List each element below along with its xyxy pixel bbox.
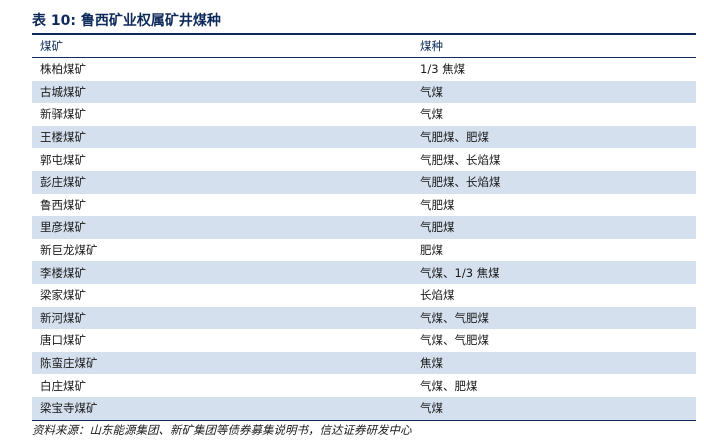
- cell-mine: 梁家煤矿: [40, 288, 86, 303]
- table-row: 李楼煤矿 气煤、1/3 焦煤: [32, 261, 696, 284]
- table-row: 梁宝寺煤矿 气煤: [32, 396, 696, 421]
- cell-mine: 新河煤矿: [40, 310, 86, 325]
- header-mine: 煤矿: [40, 39, 63, 53]
- cell-mine: 鲁西煤矿: [40, 197, 86, 212]
- cell-coal-type: 肥煤: [420, 243, 443, 258]
- table-row: 王楼煤矿 气肥煤、肥煤: [32, 125, 696, 149]
- cell-coal-type: 气煤: [420, 84, 443, 99]
- cell-mine: 株柏煤矿: [40, 62, 86, 77]
- header-coal-type: 煤种: [420, 39, 443, 53]
- table-row: 新驿煤矿 气煤: [32, 103, 696, 126]
- cell-coal-type: 气肥煤、长焰煤: [420, 175, 501, 190]
- table-row: 梁家煤矿 长焰煤: [32, 284, 696, 307]
- cell-mine: 古城煤矿: [40, 84, 86, 99]
- table-row: 陈蛮庄煤矿 焦煤: [32, 351, 696, 375]
- cell-mine: 唐口煤矿: [40, 333, 86, 348]
- cell-coal-type: 气煤: [420, 107, 443, 122]
- table-row: 白庄煤矿 气煤、肥煤: [32, 374, 696, 397]
- table-row: 鲁西煤矿 气肥煤: [32, 194, 696, 217]
- table-row: 古城煤矿 气煤: [32, 80, 696, 104]
- table-row: 株柏煤矿 1/3 焦煤: [32, 58, 696, 81]
- cell-coal-type: 气煤: [420, 401, 443, 416]
- cell-mine: 梁宝寺煤矿: [40, 401, 98, 416]
- table-row: 郭屯煤矿 气肥煤、长焰煤: [32, 148, 696, 171]
- cell-coal-type: 1/3 焦煤: [420, 62, 466, 77]
- cell-coal-type: 气肥煤、肥煤: [420, 130, 489, 145]
- cell-mine: 新驿煤矿: [40, 107, 86, 122]
- cell-coal-type: 焦煤: [420, 356, 443, 371]
- table-row: 新河煤矿 气煤、气肥煤: [32, 306, 696, 330]
- table-body: 株柏煤矿 1/3 焦煤 古城煤矿 气煤 新驿煤矿 气煤 王楼煤矿 气肥煤、肥煤 郭屯煤矿 气肥煤、…: [32, 58, 696, 421]
- cell-coal-type: 长焰煤: [420, 288, 455, 303]
- cell-mine: 里彦煤矿: [40, 220, 86, 235]
- cell-coal-type: 气煤、气肥煤: [420, 333, 489, 348]
- table-row: 里彦煤矿 气肥煤: [32, 216, 696, 239]
- cell-coal-type: 气肥煤: [420, 220, 455, 235]
- table-title: 表 10: 鲁西矿业权属矿井煤种: [32, 13, 221, 29]
- cell-mine: 白庄煤矿: [40, 378, 86, 393]
- cell-mine: 王楼煤矿: [40, 130, 86, 145]
- table-header: 煤矿 煤种: [32, 35, 696, 58]
- cell-coal-type: 气煤、1/3 焦煤: [420, 265, 500, 280]
- table-row: 彭庄煤矿 气肥煤、长焰煤: [32, 170, 696, 194]
- source-note: 资料来源：山东能源集团、新矿集团等债券募集说明书，信达证券研发中心: [32, 423, 412, 437]
- cell-mine: 郭屯煤矿: [40, 152, 86, 167]
- cell-mine: 彭庄煤矿: [40, 175, 86, 190]
- coal-mine-table: 煤矿 煤种 株柏煤矿 1/3 焦煤 古城煤矿 气煤 新驿煤矿 气煤 王楼煤矿 气肥煤、肥煤 郭屯…: [32, 33, 696, 421]
- cell-mine: 新巨龙煤矿: [40, 243, 98, 258]
- cell-coal-type: 气煤、气肥煤: [420, 310, 489, 325]
- cell-coal-type: 气肥煤: [420, 197, 455, 212]
- cell-coal-type: 气肥煤、长焰煤: [420, 152, 501, 167]
- cell-coal-type: 气煤、肥煤: [420, 378, 478, 393]
- cell-mine: 陈蛮庄煤矿: [40, 356, 98, 371]
- cell-mine: 李楼煤矿: [40, 265, 86, 280]
- table-row: 唐口煤矿 气煤、气肥煤: [32, 329, 696, 352]
- table-row: 新巨龙煤矿 肥煤: [32, 239, 696, 262]
